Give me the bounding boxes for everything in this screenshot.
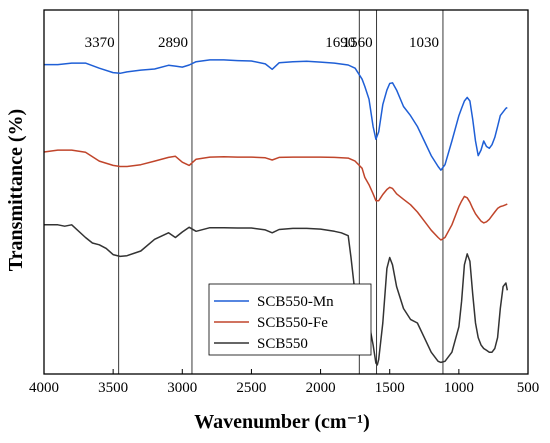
series-line-0 [44, 59, 508, 171]
legend-label-1: SCB550-Fe [257, 315, 328, 331]
legend: SCB550-Mn SCB550-Fe SCB550 [208, 283, 372, 356]
peak-label-3: 1560 [343, 35, 373, 51]
peak-label-1: 2890 [158, 35, 188, 51]
x-tick-label-0: 4000 [29, 380, 59, 396]
plot-frame [43, 9, 529, 375]
legend-label-2: SCB550 [257, 336, 308, 352]
peak-label-0: 3370 [85, 35, 115, 51]
x-tick-label-7: 500 [517, 380, 540, 396]
x-tick-label-4: 2000 [306, 380, 336, 396]
peak-label-2: 1690 [325, 35, 355, 51]
x-tick-label-6: 1000 [444, 380, 474, 396]
y-axis-title: Transmittance (%) [5, 109, 27, 271]
series-line-1 [43, 149, 508, 241]
peak-label-4: 1030 [409, 35, 439, 51]
x-tick-label-1: 3500 [98, 380, 128, 396]
legend-label-0: SCB550-Mn [257, 294, 334, 310]
x-tick-label-5: 1500 [375, 380, 405, 396]
x-axis-title: Wavenumber (cm⁻¹) [194, 411, 370, 433]
x-tick-label-3: 2500 [236, 380, 266, 396]
x-tick-label-2: 3000 [167, 380, 197, 396]
